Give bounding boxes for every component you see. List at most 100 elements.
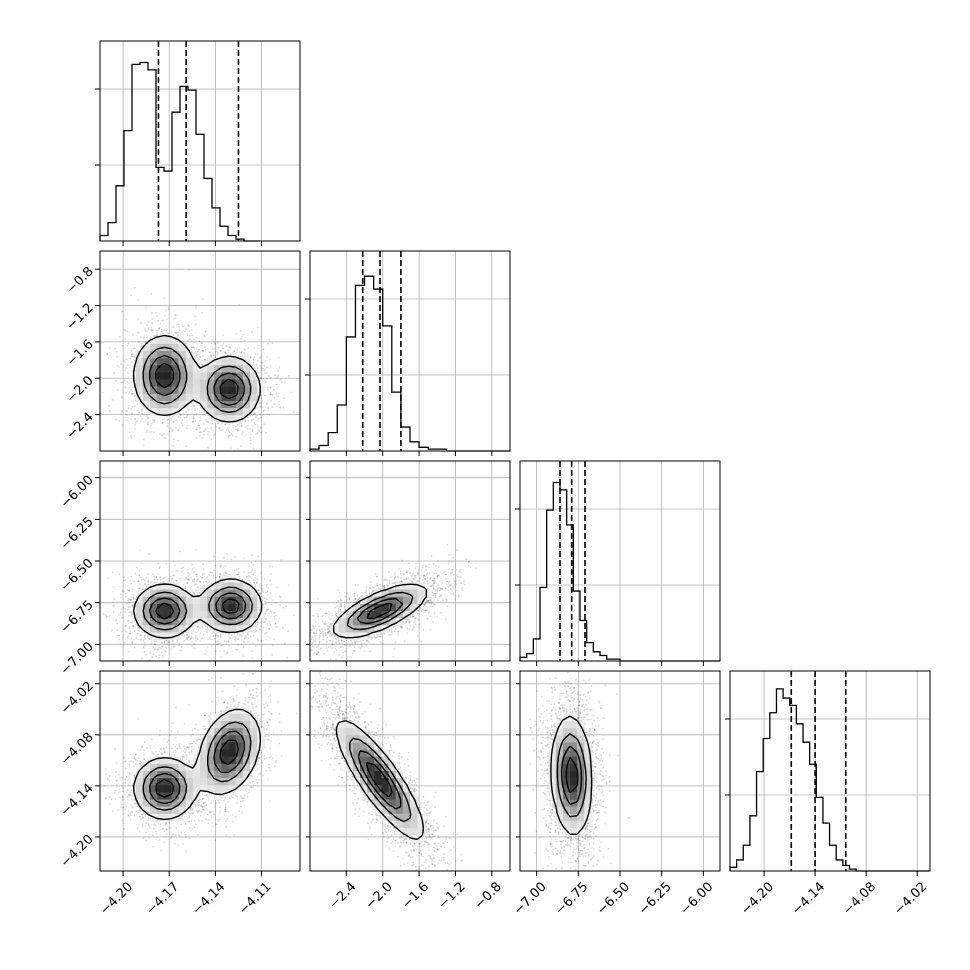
sample-point [140, 634, 142, 637]
sample-point [227, 640, 230, 643]
sample-point [198, 348, 200, 351]
density-cell [250, 379, 258, 388]
sample-point [213, 569, 216, 572]
sample-point [282, 406, 285, 409]
sample-point [186, 344, 189, 347]
sample-point [223, 640, 226, 643]
sample-point [205, 456, 207, 458]
hist-step [729, 688, 930, 872]
density-cell [214, 401, 222, 409]
sample-point [156, 648, 159, 651]
sample-point [156, 331, 158, 334]
sample-point [188, 337, 191, 340]
sample-point [241, 354, 244, 357]
sample-point [147, 417, 149, 419]
sample-point [201, 349, 204, 352]
scatter-panel-1-2 [99, 250, 301, 470]
sample-point [132, 348, 135, 350]
sample-point [196, 578, 199, 581]
sample-point [278, 366, 281, 368]
sample-point [123, 360, 126, 363]
sample-point [226, 345, 229, 348]
sample-point [192, 420, 194, 423]
sample-point [199, 415, 202, 417]
sample-point [153, 419, 156, 422]
sample-point [260, 586, 262, 589]
sample-point [131, 604, 134, 606]
sample-point [258, 339, 260, 341]
sample-point [223, 351, 226, 354]
sample-point [165, 650, 167, 653]
sample-point [282, 606, 285, 609]
sample-point [157, 319, 160, 322]
sample-point [244, 352, 246, 355]
sample-point [194, 589, 197, 592]
sample-point [246, 427, 249, 430]
sample-point [260, 584, 263, 587]
sample-point [104, 614, 107, 616]
density-cell [207, 408, 215, 416]
sample-point [251, 414, 254, 417]
sample-point [159, 433, 161, 435]
sample-point [183, 416, 186, 419]
sample-point [147, 421, 150, 423]
sample-point [186, 413, 189, 416]
sample-point [153, 431, 155, 434]
sample-point [273, 612, 276, 614]
sample-point [130, 381, 133, 384]
sample-point [128, 589, 131, 592]
sample-point [191, 346, 194, 349]
sample-point [162, 319, 165, 322]
sample-point [211, 572, 214, 574]
sample-point [166, 328, 169, 331]
density-cell [185, 386, 194, 395]
sample-point [221, 347, 224, 350]
sample-point [192, 421, 194, 423]
sample-point [260, 402, 262, 405]
sample-point [193, 643, 196, 645]
sample-point [156, 333, 158, 336]
sample-point [200, 576, 203, 579]
sample-point [198, 424, 201, 427]
sample-point [172, 317, 175, 320]
sample-point [124, 386, 126, 388]
sample-point [253, 631, 256, 633]
sample-point [220, 564, 223, 567]
sample-point [139, 634, 142, 637]
sample-point [205, 412, 208, 415]
sample-point [201, 342, 203, 345]
sample-point [163, 437, 165, 439]
sample-point [257, 430, 260, 433]
density-cell [135, 386, 144, 395]
sample-point [259, 416, 262, 419]
sample-point [116, 389, 119, 392]
sample-point [268, 628, 271, 630]
sample-point [176, 331, 179, 333]
sample-point [203, 358, 206, 361]
sample-point [130, 622, 133, 625]
sample-point [189, 576, 192, 579]
sample-point [187, 324, 189, 327]
sample-point [206, 576, 209, 578]
sample-point [200, 468, 202, 470]
sample-point [163, 329, 166, 331]
sample-point [240, 351, 243, 354]
sample-point [131, 393, 134, 395]
density-cell [235, 372, 244, 380]
sample-point [173, 421, 175, 423]
sample-point [128, 602, 131, 604]
sample-point [130, 408, 133, 410]
sample-point [259, 356, 262, 359]
sample-point [207, 452, 209, 454]
density-cell [164, 336, 172, 345]
sample-point [131, 604, 134, 607]
sample-point [254, 625, 257, 628]
density-cell [192, 386, 201, 395]
sample-point [252, 358, 255, 360]
sample-point [195, 635, 197, 637]
sample-point [124, 413, 127, 416]
sample-point [262, 410, 265, 413]
sample-point [165, 562, 168, 565]
density-cell [150, 351, 158, 359]
sample-point [119, 335, 121, 338]
